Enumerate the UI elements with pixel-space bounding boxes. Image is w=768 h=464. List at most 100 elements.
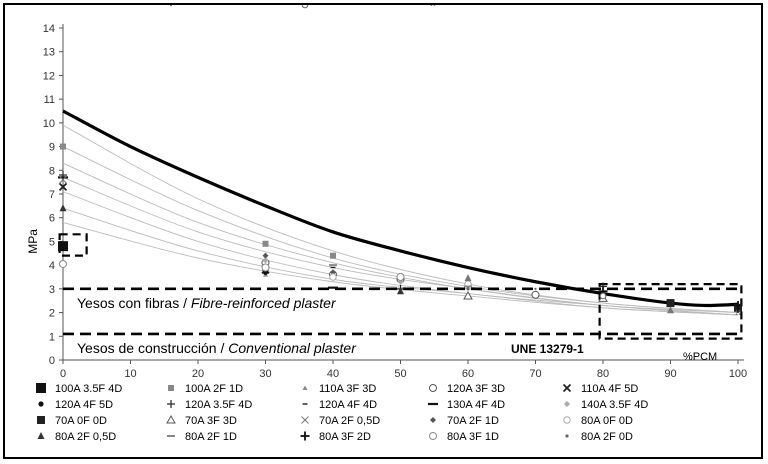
legend-marker: [37, 416, 45, 424]
legend-item: 120A 3F 3D: [429, 383, 505, 395]
legend-marker: [37, 432, 45, 439]
data-point: [59, 259, 67, 268]
legend-label: 70A 0F 0D: [55, 415, 107, 427]
y-tick-label: 6: [49, 213, 55, 225]
legend-marker: [36, 383, 46, 393]
x-tick-label: 90: [664, 368, 676, 380]
chart-frame: 0 1 2 3 4 5 6 7 8 9 10 11 12 13 14 0 10 20 30 40 50 60 70 80 90…: [3, 3, 763, 459]
thin-trend-line: [62, 191, 739, 316]
y-axis-label: MPa: [26, 229, 40, 254]
y-tick-label: 9: [49, 142, 55, 154]
legend-item: 80A 3F 2D: [300, 431, 371, 443]
data-point: [735, 310, 741, 315]
legend-label: 120A 3F 3D: [447, 383, 505, 395]
legend-item: 90A 2F 1D: [301, 5, 371, 9]
legend-marker: [430, 5, 436, 6]
reference-lines: [63, 287, 738, 336]
annotation-conventional: Yesos de construcción / Conventional pla…: [77, 340, 357, 356]
legend-item: 80A 2F 1D: [167, 431, 237, 443]
legend-marker: [563, 416, 571, 424]
y-tick-label: 12: [43, 70, 55, 82]
legend-label: 90A 2F 1D: [319, 5, 371, 8]
y-tick-label: 14: [43, 23, 55, 35]
highlight-box: [58, 233, 88, 257]
legend-item: 80A 2F 0D: [565, 431, 633, 443]
data-point: [59, 175, 67, 184]
legend-item: 80A 2F 0,5D: [37, 431, 116, 443]
legend-label: 120A 3.5F 4D: [185, 399, 252, 411]
legend-item: 70A 2F 1D: [430, 415, 499, 427]
legend-item: 110A 3F 3D: [302, 383, 376, 395]
legend-label: 70A 3F 3D: [185, 415, 237, 427]
legend-item: 130A 4F 4D: [428, 399, 505, 411]
legend-label: 90A 2.5F 2D: [447, 5, 508, 8]
legend-item: 120A 3.5F 4D: [167, 399, 252, 411]
data-point: [58, 241, 68, 252]
legend-label: 90A 2F 0D: [185, 5, 237, 8]
data-point: [60, 143, 66, 150]
legend-marker: [565, 434, 569, 438]
data-point: [463, 290, 473, 300]
legend-label: 110A 3F 3D: [319, 383, 376, 395]
y-tick-label: 3: [49, 284, 55, 296]
data-point: [262, 257, 269, 264]
y-tick-label: 4: [49, 260, 55, 272]
legend-label: 100A 3.5F 4D: [55, 383, 122, 395]
legend-item: 80A 0F 0D: [563, 415, 633, 427]
y-tick-label: 8: [49, 165, 55, 177]
legend-label: 120A 4F 4D: [319, 399, 377, 411]
x-tick-label: 40: [327, 368, 339, 380]
data-point: [466, 287, 470, 291]
x-axis-label: %PCM: [683, 351, 717, 363]
legend-marker: [301, 5, 309, 9]
legend-item: 100A 2F 1D: [168, 383, 243, 395]
legend-marker: [430, 417, 436, 423]
legend-label: 140A 3.5F 4D: [581, 399, 648, 411]
data-point: [599, 292, 607, 300]
data-point: [666, 299, 675, 308]
legend-item: 70A 3F 3D: [166, 414, 237, 427]
legend-item: 120A 4F 4D: [302, 399, 377, 411]
legend-label: 80A 2F 0D: [581, 431, 633, 443]
data-point: [667, 306, 674, 314]
legend-label: 80A 3F 2D: [319, 431, 371, 443]
y-tick-label: 11: [44, 94, 55, 106]
annotation-fibre-reinforced: Yesos con fibras / Fibre-reinforced plas…: [77, 295, 337, 311]
legend-label: 80A 2F 0,5D: [55, 431, 116, 443]
legend-label: 70A 2F 0,5D: [319, 415, 380, 427]
legend-item: 90A 2F 0D: [169, 5, 237, 8]
y-tick-label: 1: [49, 331, 55, 343]
annotation-standard: UNE 13279-1: [511, 342, 584, 356]
legend-marker: [167, 400, 175, 408]
x-tick-label: 50: [394, 368, 406, 380]
legend-label: 120A 4F 5D: [55, 399, 113, 411]
legend-marker: [429, 432, 437, 440]
x-tick-labels: 0 10 20 30 40 50 60 70 80 90 100: [60, 360, 747, 380]
legend-item: 70A 2F 0,5D: [301, 415, 380, 427]
legend-item: 140A 3.5F 4D: [564, 399, 648, 411]
x-tick-label: 60: [462, 368, 474, 380]
x-tick-label: 100: [729, 368, 747, 380]
data-point: [531, 290, 540, 299]
legend-item: 100A 3.5F 4D: [36, 383, 122, 395]
legend-label: 80A 2F 1D: [185, 431, 237, 443]
legend-marker: [562, 383, 572, 393]
data-point: [396, 273, 405, 281]
legend-item: 120A 4F 5D: [38, 399, 113, 411]
data-point: [733, 300, 743, 310]
legend-label: 80A 3F 1D: [447, 431, 499, 443]
legend-marker: [301, 416, 309, 424]
legend-label: 70A 2F 1D: [447, 415, 499, 427]
data-point: [464, 274, 472, 282]
x-tick-label: 70: [529, 368, 541, 380]
data-point: [262, 252, 269, 259]
data-point: [329, 273, 337, 281]
y-tick-label: 2: [49, 308, 55, 320]
thin-trend-line: [62, 146, 739, 314]
legend-marker: [302, 385, 308, 390]
data-points: [58, 143, 743, 315]
y-tick-label: 10: [43, 118, 55, 130]
legend-marker: [300, 431, 310, 441]
data-point: [397, 287, 404, 295]
